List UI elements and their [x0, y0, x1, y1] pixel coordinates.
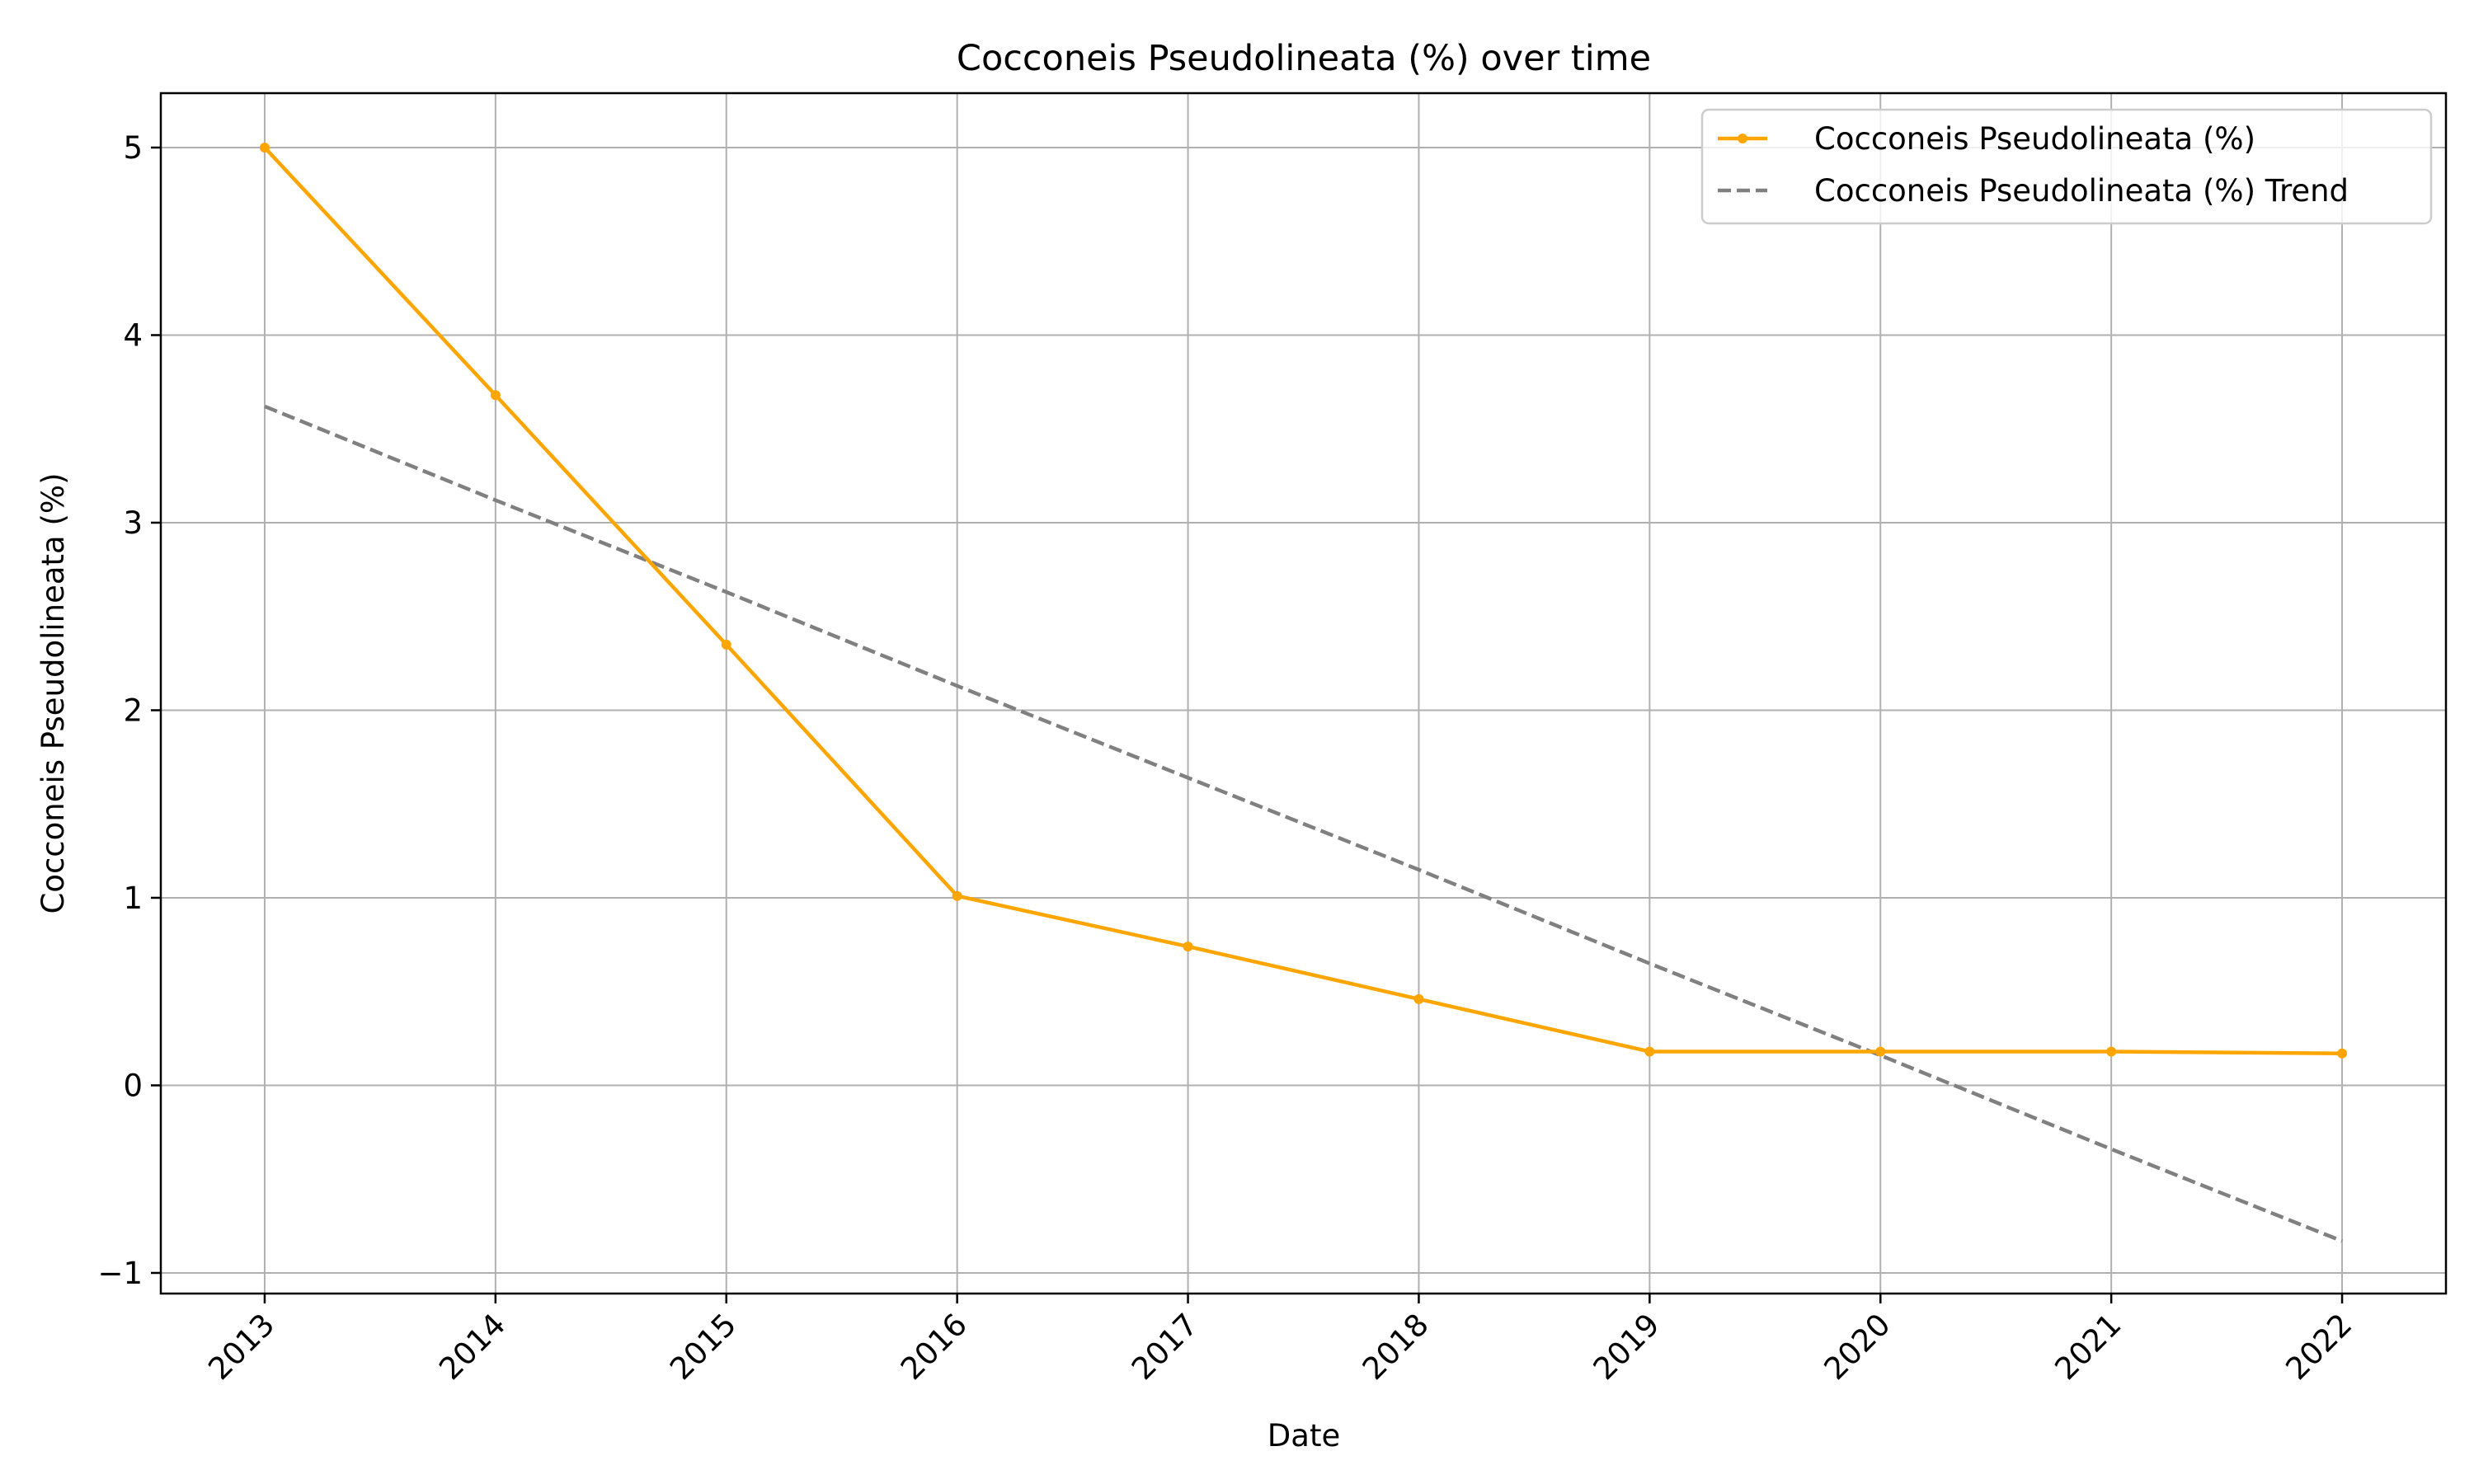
x-tick-label: 2021: [2048, 1307, 2128, 1387]
y-tick-label: 5: [123, 130, 143, 166]
y-tick-label: 0: [123, 1068, 143, 1103]
x-tick-label: 2022: [2279, 1307, 2359, 1387]
data-point: [259, 142, 270, 153]
legend-label-trend: Cocconeis Pseudolineata (%) Trend: [1814, 173, 2349, 209]
y-tick-label: 2: [123, 693, 143, 728]
data-point: [1183, 942, 1193, 952]
plot-frame: [159, 92, 2448, 1295]
chart-title: Cocconeis Pseudolineata (%) over time: [957, 38, 1651, 79]
x-tick-label: 2017: [1125, 1307, 1205, 1387]
data-point: [1413, 993, 1424, 1004]
y-axis-label: Cocconeis Pseudolineata (%): [35, 472, 71, 913]
y-tick-label: −1: [97, 1256, 143, 1291]
grid: [161, 93, 2446, 1294]
series-line: [263, 146, 2343, 1056]
data-point: [952, 890, 962, 901]
data-point: [490, 390, 501, 401]
legend: Cocconeis Pseudolineata (%) Cocconeis Ps…: [1700, 108, 2433, 225]
series-layer: [259, 142, 2348, 1243]
data-point: [2106, 1046, 2117, 1057]
y-tick-label: 1: [123, 881, 143, 916]
x-axis-label: Date: [1268, 1418, 1340, 1453]
y-tick-label: 4: [123, 317, 143, 353]
ticks: 2013 2014 2015 2016 2017 2018 2019 2020 2021 2022…: [97, 130, 2359, 1387]
legend-box: [1700, 108, 2433, 225]
data-point: [721, 639, 731, 650]
legend-marker-series: [1738, 134, 1747, 143]
y-tick-label: 3: [123, 505, 143, 541]
x-tick-label: 2016: [894, 1307, 974, 1387]
x-tick-label: 2014: [432, 1307, 512, 1387]
x-tick-label: 2015: [663, 1307, 743, 1387]
trend-line: [264, 404, 2343, 1243]
x-tick-label: 2019: [1587, 1307, 1667, 1387]
legend-label-series: Cocconeis Pseudolineata (%): [1814, 121, 2255, 157]
data-point: [2337, 1048, 2348, 1059]
x-tick-label: 2020: [1818, 1307, 1898, 1387]
x-tick-label: 2013: [201, 1307, 281, 1387]
data-point: [1875, 1046, 1886, 1057]
x-tick-label: 2018: [1356, 1307, 1436, 1387]
data-point: [1644, 1046, 1655, 1057]
